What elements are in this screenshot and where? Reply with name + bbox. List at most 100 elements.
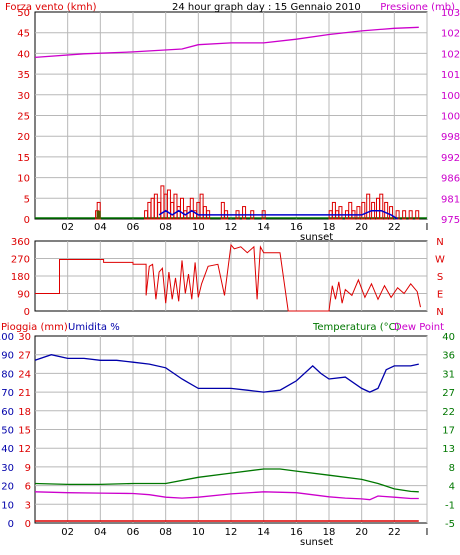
wind-tick-label: 15 <box>17 153 30 164</box>
wind-tick-label: 25 <box>17 112 30 123</box>
pressure-line <box>34 26 419 59</box>
x-tick-label: 22 <box>388 527 401 538</box>
humidity-tick-label: 100 <box>0 332 14 343</box>
humidity-axis-label: Umidita % <box>68 322 120 333</box>
x-tick-label: 12 <box>225 527 238 538</box>
pressure-tick-label: 975 <box>441 215 460 226</box>
rain-tick-label: 3 <box>25 500 31 511</box>
rain-tick-label: 9 <box>25 463 31 474</box>
pressure-tick-label: 992 <box>441 153 460 164</box>
wind-direction-line <box>35 243 421 312</box>
x-tick-label: 16 <box>290 527 303 538</box>
x-tick-label: 04 <box>94 527 107 538</box>
dewpoint-axis-label: Dew Point <box>394 322 444 333</box>
x-tick-label: I <box>426 222 429 233</box>
rain-tick-label: 24 <box>18 369 31 380</box>
x-tick-label: 06 <box>127 527 140 538</box>
wind-gust-bar <box>338 206 343 220</box>
wind-gust-bar <box>379 193 384 220</box>
panel3-grid <box>35 336 428 523</box>
rain-tick-label: 27 <box>18 351 31 362</box>
panel3-temperature-ticks: -5 -1 4 8 13 17 22 27 31 36 40 <box>442 332 455 530</box>
wind-tick-label: 50 <box>17 8 30 19</box>
compass-tick-label: N <box>436 237 443 248</box>
temperature-tick-label: -1 <box>445 500 455 511</box>
panel3-humidity-ticks: 0 10 20 30 40 50 60 70 80 90 100 <box>0 332 14 530</box>
temperature-tick-label: -5 <box>445 519 455 530</box>
x-tick-label: 18 <box>323 222 336 233</box>
wind-tick-label: 30 <box>17 91 30 102</box>
x-tick-label: 02 <box>61 527 74 538</box>
wind-dark-bar <box>96 210 101 219</box>
x-tick-label: 06 <box>127 222 140 233</box>
x-tick-label: 02 <box>61 222 74 233</box>
wind-gust-bar <box>361 201 366 220</box>
compass-tick-label: W <box>435 255 445 266</box>
wind-tick-label: 35 <box>17 70 30 81</box>
humidity-line <box>34 354 419 393</box>
x-tick-label: 14 <box>257 222 270 233</box>
panel1-left-ticks: 0 5 10 15 20 25 30 35 40 45 50 <box>17 8 30 226</box>
wind-tick-label: 5 <box>24 194 30 205</box>
panel1-x-ticks: 02 04 06 08 10 12 14 16 18 20 22 I <box>61 222 428 233</box>
rain-tick-label: 30 <box>18 332 31 343</box>
wind-tick-label: 40 <box>17 49 30 60</box>
x-tick-label: 08 <box>159 222 172 233</box>
chart-title: 24 hour graph day : 15 Gennaio 2010 <box>172 2 361 13</box>
x-tick-label: 18 <box>323 527 336 538</box>
temperature-tick-label: 13 <box>442 444 455 455</box>
pressure-tick-label: 1027 <box>441 29 460 40</box>
pressure-tick-label: 981 <box>441 194 460 205</box>
rain-tick-label: 18 <box>18 407 31 418</box>
rain-tick-label: 6 <box>25 482 31 493</box>
wind-gust-bar <box>366 193 371 220</box>
pressure-tick-label: 1032 <box>441 8 460 19</box>
compass-tick-label: N <box>436 307 443 318</box>
x-tick-label: 20 <box>355 222 368 233</box>
humidity-tick-label: 90 <box>1 351 14 362</box>
pressure-tick-label: 998 <box>441 132 460 143</box>
wind-tick-label: 10 <box>17 174 30 185</box>
direction-tick-label: 90 <box>17 290 30 301</box>
wind-gust-bar <box>242 206 247 220</box>
wind-gust-bar <box>415 210 420 220</box>
panel3-rain-ticks: 0 3 6 9 12 15 18 21 24 27 30 <box>18 332 31 530</box>
humidity-tick-label: 50 <box>1 426 14 437</box>
rain-tick-label: 15 <box>18 426 31 437</box>
compass-tick-label: S <box>437 272 443 283</box>
humidity-tick-label: 0 <box>8 519 14 530</box>
x-tick-label: 20 <box>355 527 368 538</box>
temperature-axis-label: Temperatura (°C) <box>312 322 400 333</box>
panel1-sunset-label: sunset <box>300 232 333 243</box>
wind-tick-label: 45 <box>17 29 30 40</box>
x-tick-label: I <box>426 527 429 538</box>
compass-tick-label: E <box>437 290 443 301</box>
rain-axis-label: Pioggia (mm) <box>1 322 68 333</box>
wind-gust-bar <box>389 206 394 220</box>
humidity-tick-label: 80 <box>1 369 14 380</box>
humidity-tick-label: 30 <box>1 463 14 474</box>
x-tick-label: 10 <box>192 527 205 538</box>
x-tick-label: 14 <box>257 527 270 538</box>
temperature-tick-label: 8 <box>449 463 455 474</box>
wind-gust-bar <box>384 201 389 220</box>
dewpoint-line <box>34 491 419 501</box>
x-tick-label: 22 <box>388 222 401 233</box>
wind-tick-label: 20 <box>17 132 30 143</box>
pressure-tick-label: 986 <box>441 174 460 185</box>
temperature-tick-label: 22 <box>442 407 455 418</box>
temperature-tick-label: 36 <box>442 351 455 362</box>
panel3-sunset-label: sunset <box>300 537 333 548</box>
humidity-tick-label: 20 <box>1 482 14 493</box>
panel1-grid <box>35 12 428 219</box>
wind-gust-bar <box>402 210 407 220</box>
pressure-tick-label: 1004 <box>441 112 460 123</box>
panel2-left-ticks: 0 90 180 270 360 <box>11 237 30 318</box>
temperature-tick-label: 31 <box>442 369 455 380</box>
wind-gust-bar <box>356 206 361 220</box>
temperature-tick-label: 40 <box>442 332 455 343</box>
